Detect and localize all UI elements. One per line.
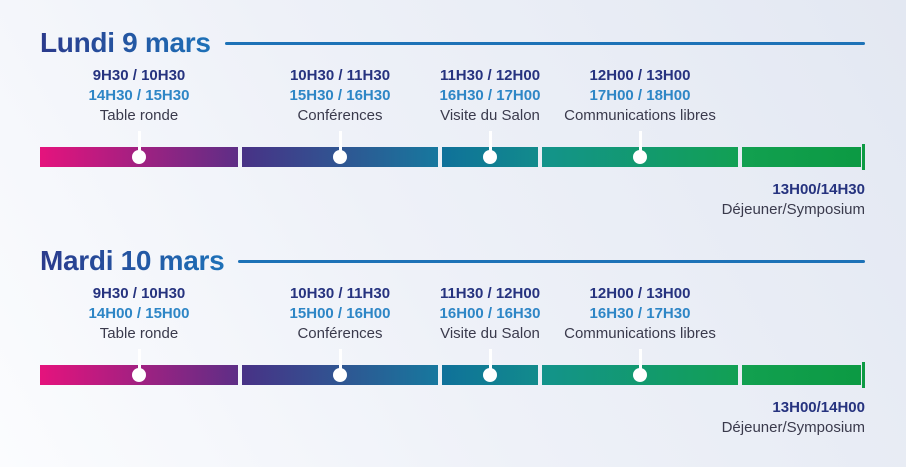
slot-label-visite-du-salon: 11H30 / 12H00 16H00 / 16H30 Visite du Sa… — [380, 284, 600, 344]
slot-morning-times: 10H30 / 11H30 — [289, 285, 391, 302]
slot-morning-times: 9H30 / 10H30 — [92, 285, 186, 302]
timeline-dot-stem — [489, 349, 492, 371]
slot-afternoon-times: 15H00 / 16H00 — [289, 305, 391, 322]
slot-name: Table ronde — [99, 107, 179, 124]
timeline-end-tick — [862, 144, 865, 170]
day-title: Lundi 9 mars — [40, 27, 211, 58]
timeline-dot — [483, 150, 497, 164]
day-title-rule — [238, 259, 865, 263]
slot-morning-times: 12H00 / 13H00 — [589, 285, 691, 302]
slot-label-communications-libres: 12H00 / 13H00 17H00 / 18H00 Communicatio… — [530, 66, 750, 126]
day-header: Lundi 9 mars — [40, 26, 865, 60]
slot-name: Visite du Salon — [440, 325, 540, 342]
lunch-label: 13H00/14H00 Déjeuner/Symposium — [722, 398, 865, 438]
slot-afternoon-times: 16H30 / 17H00 — [439, 87, 541, 104]
lunch-time: 13H00/14H00 — [772, 399, 865, 416]
timeline-dot — [483, 368, 497, 382]
timeline-dot — [633, 368, 647, 382]
timeline-dot-stem — [339, 349, 342, 371]
slot-morning-times: 11H30 / 12H00 — [439, 67, 541, 84]
slot-afternoon-times: 16H30 / 17H30 — [589, 305, 691, 322]
slot-name: Communications libres — [564, 107, 716, 124]
slot-label-table-ronde: 9H30 / 10H30 14H00 / 15H00 Table ronde — [29, 284, 249, 344]
slot-morning-times: 11H30 / 12H00 — [439, 285, 541, 302]
slot-morning-times: 10H30 / 11H30 — [289, 67, 391, 84]
slot-label-conferences: 10H30 / 11H30 15H00 / 16H00 Conférences — [230, 284, 450, 344]
slot-name: Conférences — [297, 325, 383, 342]
timeline-dot-stem — [639, 131, 642, 153]
slot-label-conferences: 10H30 / 11H30 15H30 / 16H30 Conférences — [230, 66, 450, 126]
slot-name: Visite du Salon — [440, 107, 540, 124]
slot-name: Table ronde — [99, 325, 179, 342]
slot-morning-times: 9H30 / 10H30 — [92, 67, 186, 84]
timeline-segment — [742, 147, 861, 167]
slot-afternoon-times: 16H00 / 16H30 — [439, 305, 541, 322]
slot-name: Conférences — [297, 107, 383, 124]
day-title: Mardi 10 mars — [40, 245, 225, 276]
timeline-dot — [633, 150, 647, 164]
timeline-dot-stem — [489, 131, 492, 153]
slot-afternoon-times: 15H30 / 16H30 — [289, 87, 391, 104]
lunch-name: Déjeuner/Symposium — [721, 201, 865, 218]
day-header: Mardi 10 mars — [40, 244, 865, 278]
slot-label-table-ronde: 9H30 / 10H30 14H30 / 15H30 Table ronde — [29, 66, 249, 126]
day-section-mardi: Mardi 10 mars 9H30 / 10H30 14H00 / 15H00… — [0, 218, 906, 436]
slot-label-communications-libres: 12H00 / 13H00 16H30 / 17H30 Communicatio… — [530, 284, 750, 344]
timeline-dot — [333, 150, 347, 164]
day-title-rule — [224, 41, 865, 45]
lunch-label: 13H00/14H30 Déjeuner/Symposium — [722, 180, 865, 220]
slot-morning-times: 12H00 / 13H00 — [589, 67, 691, 84]
timeline-dot — [132, 150, 146, 164]
slot-label-visite-du-salon: 11H30 / 12H00 16H30 / 17H00 Visite du Sa… — [380, 66, 600, 126]
timeline-dot-stem — [138, 349, 141, 371]
day-section-lundi: Lundi 9 mars 9H30 / 10H30 14H30 / 15H30 … — [0, 0, 906, 218]
timeline-dot-stem — [639, 349, 642, 371]
timeline-dot — [333, 368, 347, 382]
slot-afternoon-times: 14H00 / 15H00 — [88, 305, 190, 322]
timeline-dot-stem — [339, 131, 342, 153]
lunch-name: Déjeuner/Symposium — [721, 419, 865, 436]
slot-name: Communications libres — [564, 325, 716, 342]
timeline-end-tick — [862, 362, 865, 388]
timeline-dot-stem — [138, 131, 141, 153]
timeline-dot — [132, 368, 146, 382]
lunch-time: 13H00/14H30 — [772, 181, 865, 198]
timeline-segment — [742, 365, 861, 385]
slot-afternoon-times: 17H00 / 18H00 — [589, 87, 691, 104]
slot-afternoon-times: 14H30 / 15H30 — [88, 87, 190, 104]
